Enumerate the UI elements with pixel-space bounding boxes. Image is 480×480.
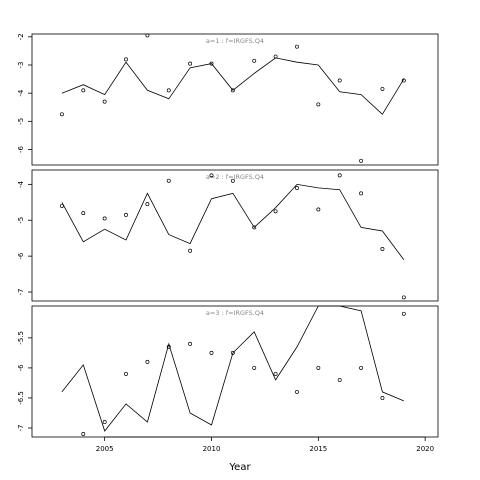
observed-point	[230, 88, 235, 93]
observed-point	[124, 212, 128, 217]
observed-point	[102, 216, 107, 221]
observed-point	[59, 112, 64, 117]
y-tick-label: -3	[17, 61, 25, 68]
x-tick-label: 2010	[203, 445, 221, 453]
observed-point	[188, 341, 193, 346]
observed-point	[295, 389, 299, 394]
panels: -6 -5 -4 -3 -2 a=1 : f=IRGFS.Q4 -7 -6 -5 -4 a=2 : …	[17, 33, 439, 438]
y-tick-label: -4	[17, 180, 25, 188]
observed-point	[337, 78, 342, 83]
observed-point	[273, 209, 278, 214]
y-tick-label: -6	[17, 252, 25, 260]
observed-point	[81, 211, 86, 216]
observed-point	[316, 365, 321, 370]
y-tick-label: -5	[17, 217, 25, 224]
observed-point	[145, 202, 150, 207]
observed-point	[188, 248, 193, 253]
observed-point	[145, 359, 150, 364]
panel-frame	[31, 169, 439, 302]
observed-point	[380, 247, 385, 251]
panel-frame	[31, 33, 439, 166]
panel-title: a=3 : f=IRGFS.Q4	[206, 309, 264, 317]
y-tick-label: -6	[17, 145, 25, 153]
observed-point	[252, 225, 257, 230]
y-tick-label: -5.5	[17, 331, 25, 345]
observed-point	[252, 58, 257, 63]
observed-point	[209, 173, 214, 178]
panel-2: -7 -6 -5 -4 a=2 : f=IRGFS.Q4	[17, 169, 439, 302]
x-axis: 2005 2010 2015 2020	[96, 436, 434, 453]
x-tick-label: 2020	[416, 445, 434, 453]
observed-point	[380, 86, 385, 91]
observed-point	[81, 432, 86, 436]
observed-point	[273, 371, 278, 376]
panel-3: -7 -6.5 -6 -5.5 a=3 : f=IRGFS.Q4	[17, 305, 439, 438]
fitted-line	[61, 183, 405, 260]
observed-point	[337, 173, 342, 178]
observed-point	[359, 158, 364, 163]
observed-point	[316, 207, 321, 212]
observed-point	[124, 371, 128, 376]
y-tick-label: -2	[17, 33, 25, 40]
observed-point	[102, 99, 107, 104]
observed-point	[401, 311, 406, 316]
observed-point	[81, 88, 86, 93]
observed-point	[316, 102, 321, 107]
observed-point	[401, 295, 406, 300]
observed-point	[102, 420, 107, 424]
observed-point	[230, 178, 235, 183]
observed-point	[124, 57, 128, 62]
fitted-line	[61, 305, 404, 432]
panel-title: a=1 : f=IRGFS.Q4	[206, 37, 264, 45]
observed-point	[380, 395, 385, 400]
observed-point	[273, 54, 278, 59]
observed-point	[166, 344, 171, 349]
y-tick-label: -6.5	[17, 391, 25, 405]
y-tick-label: -5	[17, 118, 25, 125]
observed-point	[209, 61, 214, 66]
observed-point	[359, 191, 364, 196]
observed-point	[401, 78, 406, 83]
observed-point	[337, 377, 342, 382]
observed-point	[295, 44, 299, 49]
y-tick-label: -7	[17, 424, 25, 431]
panel-1: -6 -5 -4 -3 -2 a=1 : f=IRGFS.Q4	[17, 33, 439, 166]
observed-point	[166, 178, 171, 183]
observed-point	[188, 61, 193, 66]
observed-point	[252, 365, 257, 370]
x-tick-label: 2015	[309, 445, 327, 453]
observed-point	[209, 350, 214, 355]
observed-point	[166, 88, 171, 93]
y-tick-label: -4	[17, 89, 25, 97]
observed-point	[359, 365, 364, 370]
observed-point	[295, 185, 299, 190]
y-tick-label: -6	[17, 364, 25, 372]
observed-point	[145, 33, 150, 38]
observed-point	[59, 203, 64, 208]
x-tick-label: 2005	[96, 445, 114, 453]
fitted-line	[61, 57, 405, 115]
y-tick-label: -7	[17, 289, 25, 296]
x-axis-label: Year	[228, 462, 251, 473]
panel-title: a=2 : f=IRGFS.Q4	[206, 173, 264, 181]
observed-point	[230, 350, 235, 355]
